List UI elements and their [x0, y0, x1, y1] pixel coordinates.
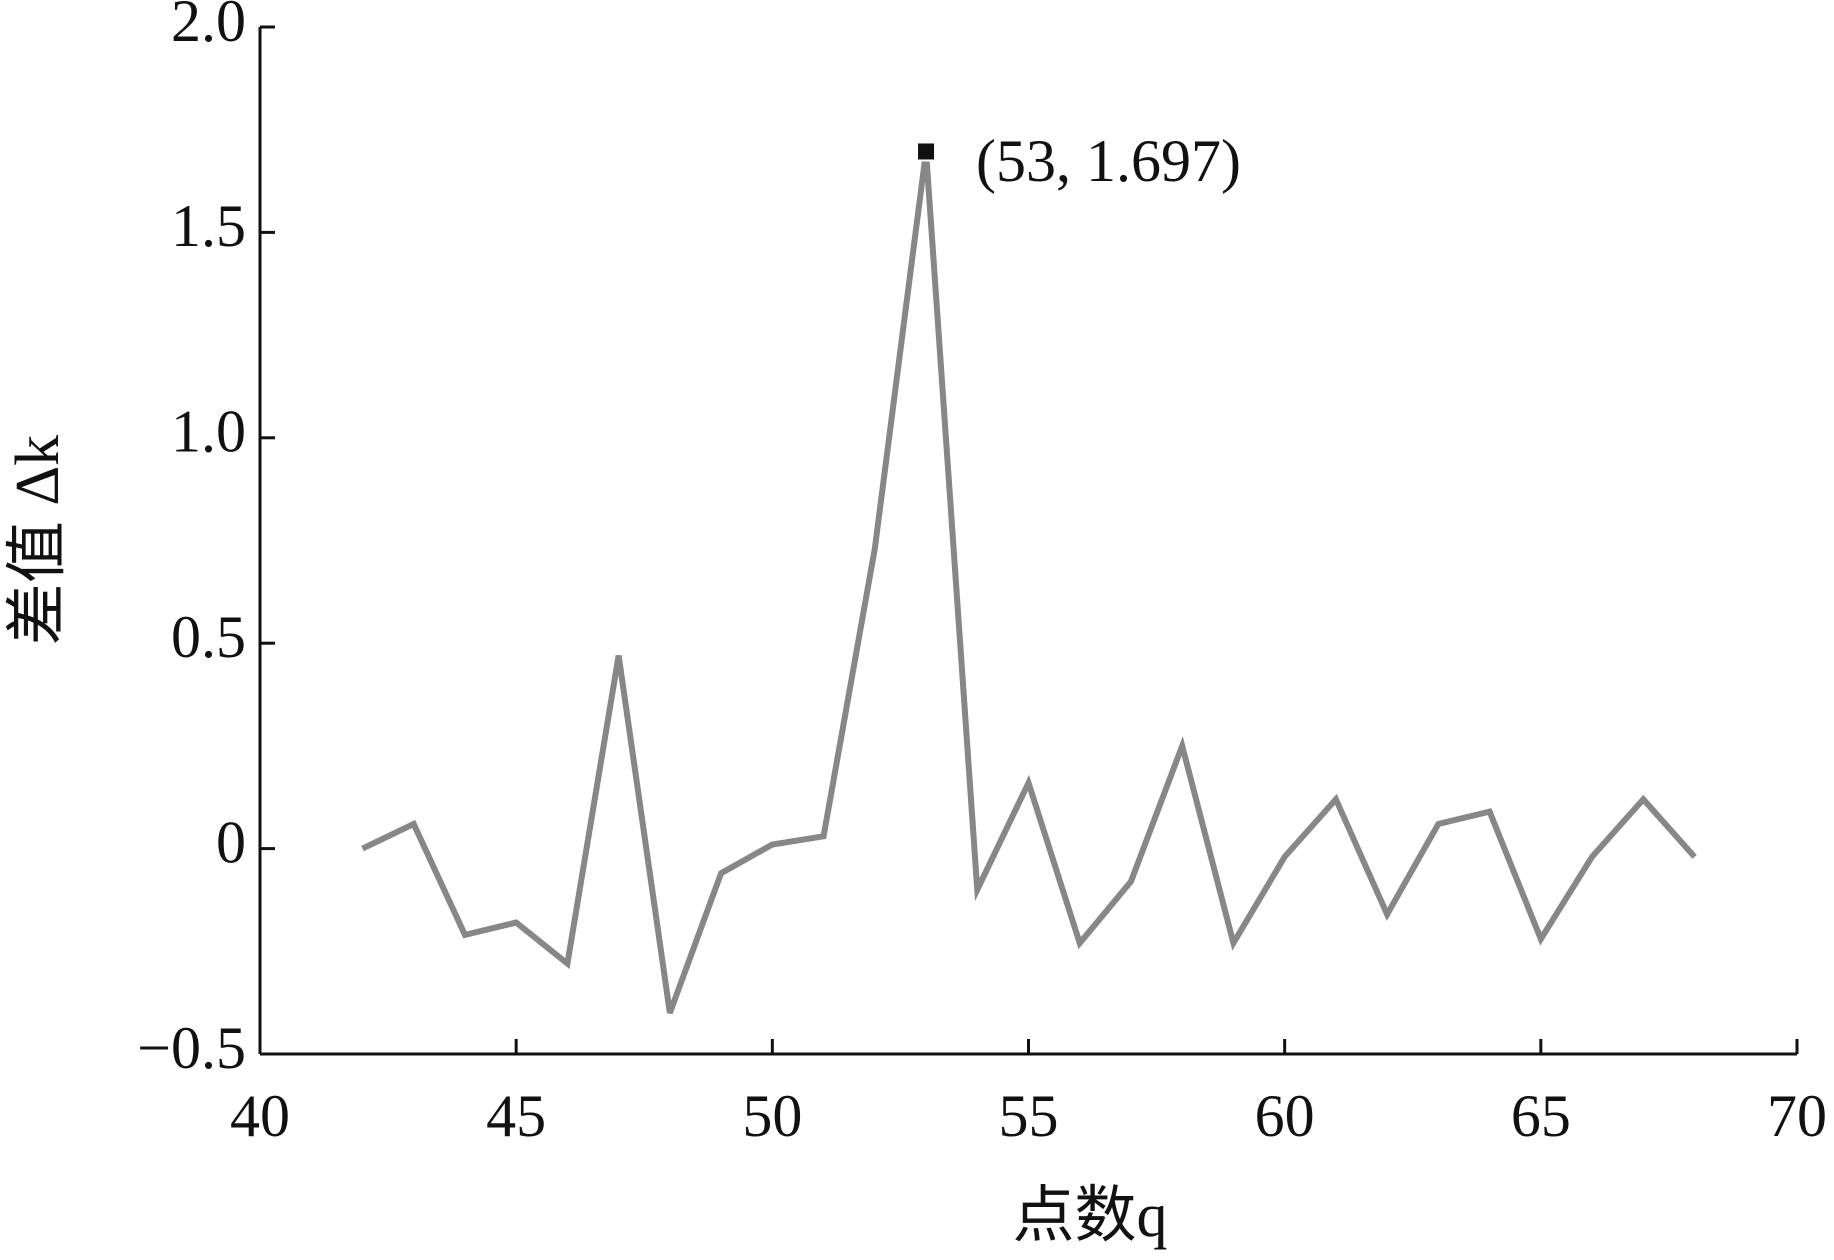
x-tick-label: 45	[486, 1083, 546, 1149]
y-tick-label: 1.5	[171, 193, 246, 259]
x-tick-label: 65	[1511, 1083, 1571, 1149]
y-tick-label: 1.0	[171, 399, 246, 465]
x-tick-label: 70	[1767, 1083, 1827, 1149]
x-axis-label: 点数q	[1012, 1182, 1167, 1250]
y-tick-label: −0.5	[137, 1015, 246, 1081]
data-line	[361, 151, 1697, 1014]
annotation-marker	[916, 141, 937, 162]
x-tick-label: 55	[999, 1083, 1059, 1149]
x-tick-label: 40	[230, 1083, 290, 1149]
y-axis-label: 差值 Δk	[4, 435, 72, 645]
x-tick-label: 50	[742, 1083, 802, 1149]
y-tick-label: 2.0	[171, 0, 246, 54]
annotation-label: (53, 1.697)	[976, 128, 1241, 194]
x-tick-label: 60	[1255, 1083, 1315, 1149]
y-tick-label: 0.5	[171, 604, 246, 670]
y-tick-label: 0	[216, 809, 246, 875]
